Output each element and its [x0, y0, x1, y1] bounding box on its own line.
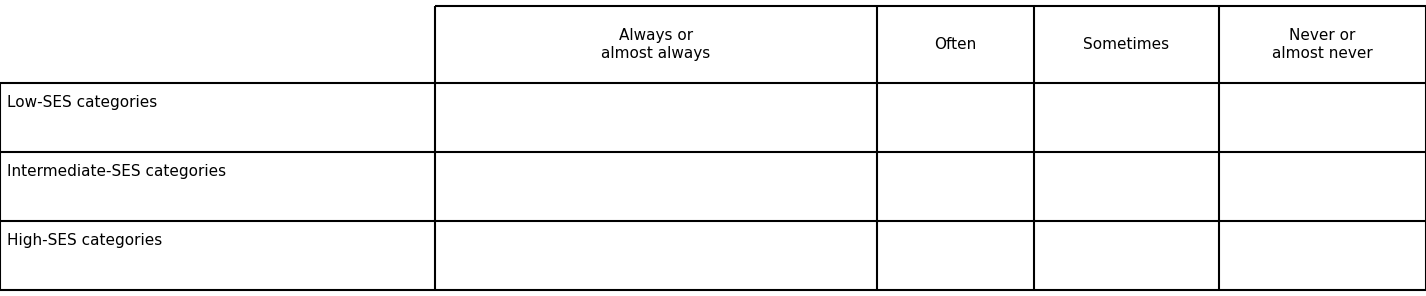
Text: Often: Often — [934, 37, 977, 52]
Text: Sometimes: Sometimes — [1084, 37, 1169, 52]
Text: Low-SES categories: Low-SES categories — [7, 95, 157, 110]
Text: Always or
almost always: Always or almost always — [602, 28, 710, 61]
Text: Never or
almost never: Never or almost never — [1272, 28, 1373, 61]
Text: Intermediate-SES categories: Intermediate-SES categories — [7, 164, 227, 179]
Text: High-SES categories: High-SES categories — [7, 233, 163, 248]
